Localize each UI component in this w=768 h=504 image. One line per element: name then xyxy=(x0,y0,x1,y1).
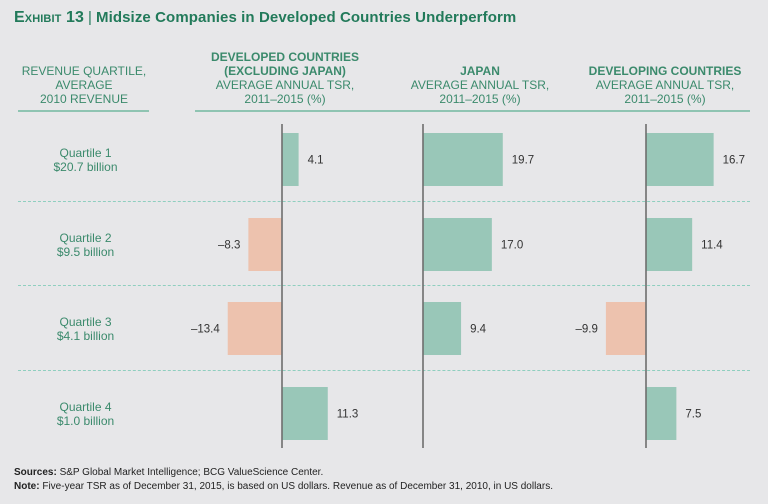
quartile-revenue: $9.5 billion xyxy=(56,245,115,259)
sources-label: Sources: xyxy=(14,467,57,478)
quartile-name: Quartile 3 xyxy=(59,315,112,329)
data-label-developed-q4: 11.3 xyxy=(337,409,359,421)
bar-developed-q4 xyxy=(282,387,328,440)
panel-subtitle: AVERAGE ANNUAL TSR, xyxy=(410,78,550,92)
data-label-japan-q1: 19.7 xyxy=(512,155,534,167)
quartile-name: Quartile 1 xyxy=(59,146,112,160)
sources-text: S&P Global Market Intelligence; BCG Valu… xyxy=(59,467,324,478)
panel-subtitle: AVERAGE ANNUAL TSR, xyxy=(215,78,355,92)
panel-subtitle: 2011–2015 (%) xyxy=(439,92,521,106)
bar-developed-q1 xyxy=(282,133,299,186)
bar-developing-q1 xyxy=(646,133,714,186)
bar-developed-q3 xyxy=(227,302,282,355)
bar-japan-q3 xyxy=(423,302,462,355)
bar-japan-q1 xyxy=(423,133,503,186)
data-label-developed-q1: 4.1 xyxy=(308,155,324,167)
chart-title: Exhibit 13 | Midsize Companies in Develope… xyxy=(14,9,516,27)
data-label-japan-q2: 17.0 xyxy=(501,240,523,252)
footer: Sources: S&P Global Market Intelligence;… xyxy=(14,466,553,494)
row-header: REVENUE QUARTILE, AVERAGE 2010 REVENUE xyxy=(14,64,154,106)
row-header-line: AVERAGE xyxy=(55,78,113,92)
data-label-developing-q3: –9.9 xyxy=(576,324,598,336)
row-label-quartile-4: Quartile 4 $1.0 billion xyxy=(18,400,153,428)
panel-subtitle: 2011–2015 (%) xyxy=(624,92,706,106)
data-label-developing-q2: 11.4 xyxy=(701,240,723,252)
panel-header-japan: JAPAN AVERAGE ANNUAL TSR, 2011–2015 (%) xyxy=(400,64,560,106)
data-label-developing-q1: 16.7 xyxy=(723,155,745,167)
panel-subtitle: 2011–2015 (%) xyxy=(244,92,326,106)
row-header-rule xyxy=(18,110,149,112)
sources-line: Sources: S&P Global Market Intelligence;… xyxy=(14,466,553,480)
title-text: Midsize Companies in Developed Countries… xyxy=(95,9,517,26)
bar-developing-q2 xyxy=(646,218,693,271)
note-line: Note: Five-year TSR as of December 31, 2… xyxy=(14,480,553,494)
quartile-revenue: $1.0 billion xyxy=(56,414,115,428)
data-label-japan-q3: 9.4 xyxy=(470,324,487,336)
quartile-name: Quartile 4 xyxy=(59,400,112,414)
panel-name: DEVELOPING COUNTRIES xyxy=(588,64,742,78)
bar-developed-q2 xyxy=(248,218,282,271)
row-label-quartile-3: Quartile 3 $4.1 billion xyxy=(18,315,153,343)
panel-header-developing: DEVELOPING COUNTRIES AVERAGE ANNUAL TSR,… xyxy=(575,64,755,106)
panel-name: (EXCLUDING JAPAN) xyxy=(224,64,346,78)
panel-subtitle: AVERAGE ANNUAL TSR, xyxy=(595,78,735,92)
row-divider xyxy=(18,370,750,371)
bar-developing-q3 xyxy=(605,302,646,355)
row-divider xyxy=(18,201,750,202)
row-header-line: REVENUE QUARTILE, xyxy=(21,64,147,78)
panel-name: DEVELOPED COUNTRIES xyxy=(210,50,360,64)
data-label-developing-q4: 7.5 xyxy=(685,409,701,421)
row-label-quartile-2: Quartile 2 $9.5 billion xyxy=(18,231,153,259)
panel-name: JAPAN xyxy=(460,64,500,78)
quartile-name: Quartile 2 xyxy=(59,231,112,245)
data-label-developed-q2: –8.3 xyxy=(218,240,240,252)
note-text: Five-year TSR as of December 31, 2015, i… xyxy=(42,481,553,492)
quartile-revenue: $4.1 billion xyxy=(56,329,115,343)
panel-header-developed: DEVELOPED COUNTRIES (EXCLUDING JAPAN) AV… xyxy=(190,50,380,106)
row-label-quartile-1: Quartile 1 $20.7 billion xyxy=(18,146,153,174)
row-divider xyxy=(18,285,750,286)
bar-developing-q4 xyxy=(646,387,677,440)
note-label: Note: xyxy=(14,481,40,492)
panel-header-rule xyxy=(195,110,750,112)
exhibit-number: Exhibit 13 xyxy=(14,9,84,26)
quartile-revenue: $20.7 billion xyxy=(53,160,118,174)
bar-japan-q2 xyxy=(423,218,492,271)
row-header-line: 2010 REVENUE xyxy=(39,92,129,106)
data-label-developed-q3: –13.4 xyxy=(191,324,220,336)
title-separator: | xyxy=(87,9,92,26)
